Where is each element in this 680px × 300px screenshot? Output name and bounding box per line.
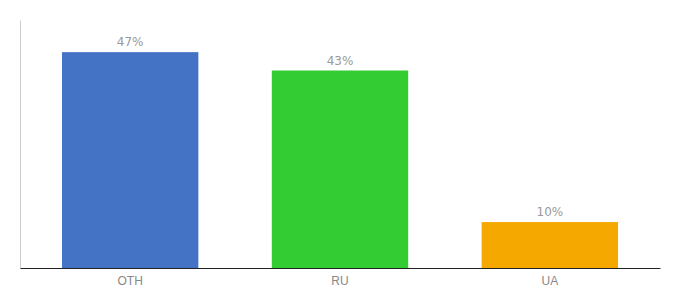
y-axis xyxy=(20,21,21,269)
x-axis: OTH RU UA xyxy=(21,269,661,288)
x-tick: OTH xyxy=(117,274,142,288)
bars xyxy=(62,52,618,268)
x-tick: UA xyxy=(542,274,559,288)
chart: OTH RU UA 47% 43% 10% xyxy=(0,0,680,300)
data-label: 43% xyxy=(327,54,354,68)
y-axis-line xyxy=(20,21,21,269)
x-tick-label: UA xyxy=(542,274,559,288)
plot: OTH RU UA 47% 43% 10% xyxy=(21,21,661,288)
x-tick-label: RU xyxy=(331,274,348,288)
data-label: 10% xyxy=(537,205,564,219)
x-axis-line xyxy=(21,268,661,269)
x-tick: RU xyxy=(331,274,348,288)
data-labels: 47% 43% 10% xyxy=(117,35,563,219)
data-label: 47% xyxy=(117,35,144,49)
bar xyxy=(482,222,618,268)
x-tick-label: OTH xyxy=(117,274,142,288)
bar xyxy=(272,71,408,268)
bar xyxy=(62,52,198,268)
